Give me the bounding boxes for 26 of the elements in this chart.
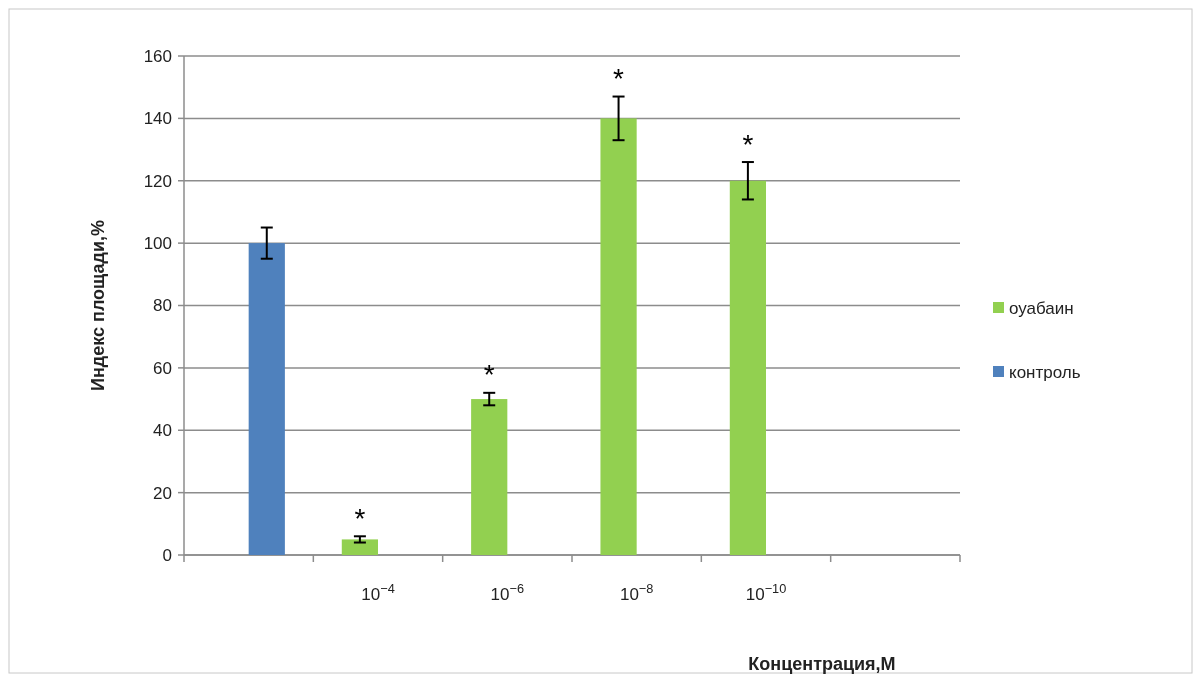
y-tick-label: 120: [143, 171, 172, 191]
x-tick-label: 10$^{−8}$: [619, 580, 654, 604]
y-axis-title: Индекс площади,%: [88, 219, 108, 392]
y-tick-label: 60: [153, 358, 172, 378]
y-tick-label: 160: [143, 46, 172, 66]
bar: [471, 399, 508, 555]
x-axis-title: Концентрация,М: [748, 654, 896, 674]
bar: [341, 539, 378, 555]
annotation: *: [742, 128, 754, 160]
annotation: *: [483, 359, 495, 391]
x-tick-label: 10$^{−6}$: [490, 580, 525, 604]
legend-label: оуабаин: [1009, 298, 1074, 318]
y-tick-label: 140: [143, 109, 172, 129]
y-tick-label: 40: [153, 421, 172, 441]
y-tick-label: 20: [153, 483, 172, 503]
bar: [248, 243, 285, 555]
bar: [600, 118, 637, 555]
y-tick-label: 80: [153, 296, 172, 316]
legend-label: контроль: [1009, 362, 1081, 382]
y-tick-label: 100: [143, 234, 172, 254]
bar: [729, 180, 766, 555]
x-tick-label: 10$^{−10}$: [745, 580, 787, 604]
annotation: *: [613, 63, 625, 95]
y-tick-label: 0: [162, 545, 172, 565]
annotation: *: [354, 502, 366, 534]
x-tick-label: 10$^{−4}$: [361, 580, 395, 604]
